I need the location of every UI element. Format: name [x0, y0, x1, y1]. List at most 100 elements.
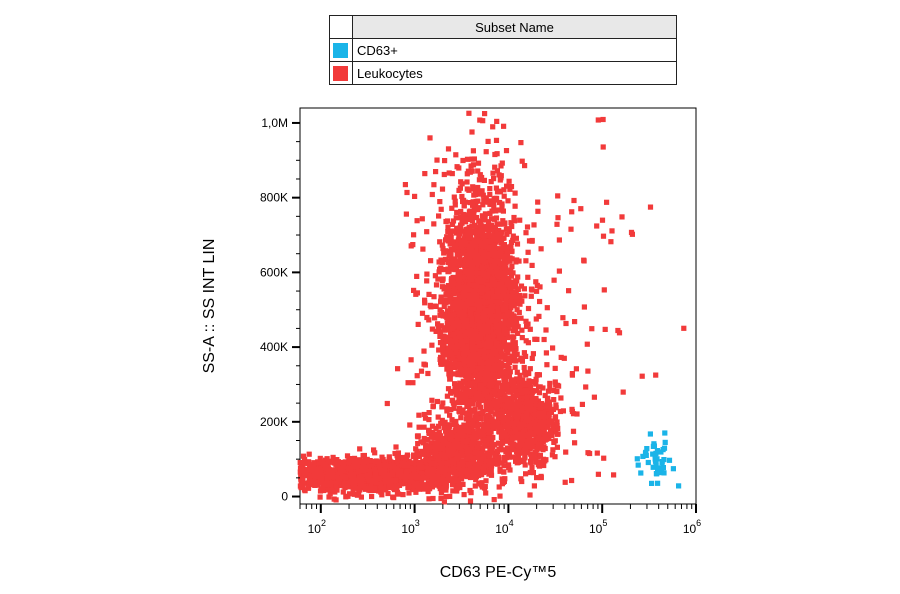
leukocyte-point	[495, 237, 501, 244]
leukocyte-point	[536, 409, 542, 415]
leukocyte-point	[489, 258, 495, 264]
leukocyte-point	[432, 303, 438, 309]
leukocyte-point	[436, 325, 442, 331]
leukocyte-point	[512, 348, 518, 354]
leukocyte-point	[529, 464, 535, 471]
leukocyte-point	[513, 296, 520, 303]
leukocyte-point	[489, 416, 495, 422]
leukocyte-point	[499, 207, 505, 213]
leukocyte-point	[471, 326, 477, 332]
leukocyte-point	[503, 433, 509, 439]
leukocyte-point	[484, 324, 491, 330]
leukocyte-point	[501, 221, 507, 227]
leukocyte-point	[431, 294, 437, 300]
leukocyte-point	[501, 235, 507, 241]
leukocyte-point	[460, 247, 466, 253]
leukocyte-point	[491, 402, 497, 408]
leukocyte-point	[469, 306, 475, 312]
leukocyte-point	[469, 209, 475, 215]
leukocyte-point	[493, 372, 499, 379]
leukocyte-point	[511, 424, 517, 430]
leukocyte-point	[505, 226, 511, 232]
leukocyte-point	[437, 307, 443, 313]
leukocyte-point	[449, 171, 455, 177]
leukocyte-point	[495, 281, 501, 288]
leukocyte-point	[519, 327, 525, 333]
leukocyte-point	[483, 149, 489, 155]
leukocyte-point	[440, 351, 446, 357]
leukocyte-point	[466, 247, 472, 253]
leukocyte-point	[448, 246, 454, 252]
legend-row-cd63: CD63+	[329, 38, 677, 62]
leukocyte-point	[464, 156, 471, 162]
leukocyte-point	[537, 452, 543, 459]
leukocyte-point	[525, 305, 532, 312]
leukocyte-point	[542, 419, 548, 425]
leukocyte-point	[525, 432, 531, 438]
leukocyte-point	[510, 321, 516, 327]
leukocyte-point	[481, 177, 487, 183]
leukocyte-point	[470, 361, 476, 367]
leukocyte-point	[440, 354, 446, 361]
leukocyte-point	[504, 183, 510, 189]
leukocyte-point	[532, 414, 538, 420]
leukocyte-point	[422, 482, 428, 488]
legend-header-label: Subset Name	[352, 15, 677, 39]
leukocyte-point	[490, 124, 496, 130]
leukocyte-point	[541, 409, 547, 415]
leukocyte-point	[429, 342, 435, 348]
leukocyte-point	[452, 388, 459, 394]
leukocyte-point	[510, 233, 516, 239]
leukocyte-point	[457, 225, 463, 231]
leukocyte-point	[521, 350, 527, 356]
leukocyte-point	[541, 423, 547, 429]
leukocyte-point	[504, 385, 510, 391]
leukocyte-point	[517, 429, 523, 435]
leukocyte-point	[466, 410, 472, 416]
legend-label-cd63: CD63+	[352, 38, 677, 62]
leukocyte-point	[475, 336, 481, 342]
leukocyte-point	[408, 357, 414, 363]
leukocyte-point	[465, 271, 471, 277]
leukocyte-point	[483, 388, 489, 394]
leukocyte-point	[487, 235, 494, 241]
leukocyte-point	[510, 401, 516, 407]
leukocyte-point	[494, 289, 501, 295]
leukocyte-point	[462, 268, 468, 274]
leukocyte-point	[451, 405, 457, 411]
leukocyte-point	[504, 347, 510, 353]
leukocyte-point	[498, 175, 504, 181]
leukocyte-point	[488, 383, 494, 389]
leukocyte-point	[473, 357, 479, 363]
leukocyte-point	[490, 307, 496, 314]
leukocyte-point	[440, 267, 446, 273]
leukocyte-point	[472, 252, 478, 258]
leukocyte-point	[499, 427, 505, 433]
leukocyte-point	[460, 340, 466, 346]
leukocyte-point	[464, 231, 470, 237]
leukocyte-point	[513, 455, 519, 461]
leukocyte-point	[467, 381, 473, 387]
leukocyte-point	[435, 414, 441, 420]
leukocyte-point	[483, 403, 489, 409]
leukocyte-point	[485, 363, 491, 369]
leukocyte-point	[466, 369, 472, 375]
leukocyte-point	[501, 353, 508, 359]
leukocyte-point	[420, 246, 426, 252]
leukocyte-point	[534, 282, 540, 288]
leukocyte-point	[510, 290, 517, 296]
leukocyte-point	[513, 351, 519, 357]
leukocyte-point	[489, 249, 495, 255]
leukocyte-point	[426, 417, 432, 423]
leukocyte-point	[484, 287, 490, 293]
leukocyte-point	[554, 444, 560, 450]
leukocyte-point	[443, 248, 449, 254]
leukocyte-point	[528, 293, 534, 299]
leukocyte-point	[485, 334, 491, 341]
leukocyte-point	[503, 148, 510, 154]
leukocyte-point	[513, 458, 519, 464]
leukocyte-point	[493, 137, 500, 143]
leukocyte-point	[465, 238, 471, 244]
leukocyte-point	[360, 453, 366, 459]
leukocyte-point	[467, 362, 473, 368]
